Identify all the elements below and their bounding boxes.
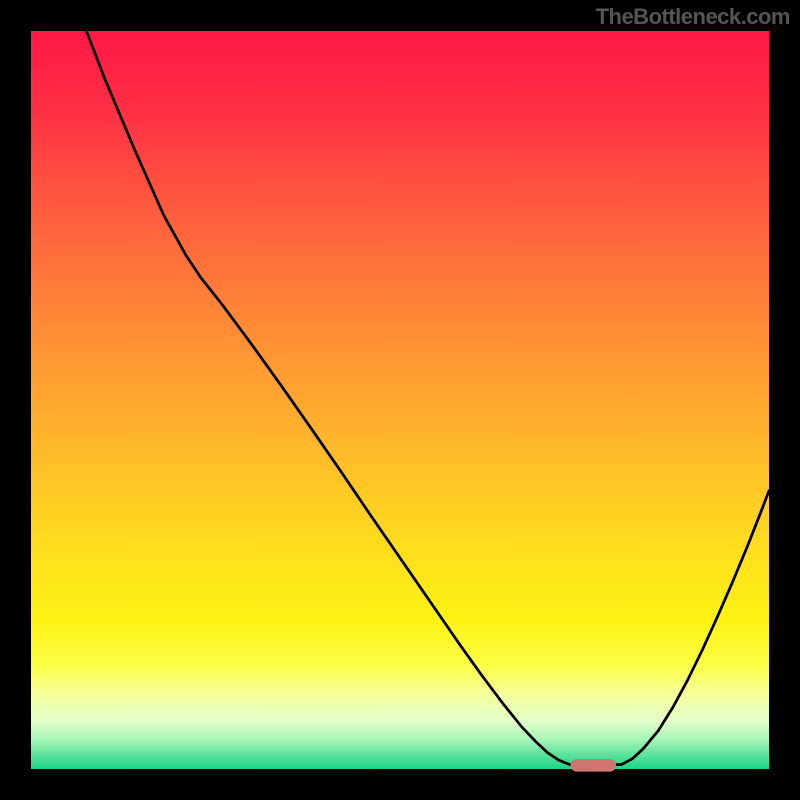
marker-group [570,759,616,772]
bottleneck-chart [0,0,800,800]
optimum-marker [570,759,616,772]
plot-background [31,31,769,769]
watermark-text: TheBottleneck.com [596,4,790,30]
chart-stage: TheBottleneck.com [0,0,800,800]
